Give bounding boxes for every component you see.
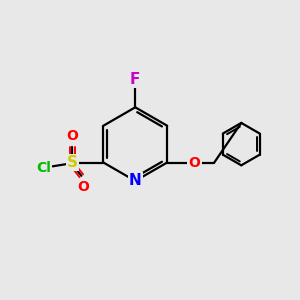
Text: O: O <box>189 155 200 170</box>
Text: Cl: Cl <box>36 161 51 175</box>
Text: S: S <box>67 155 78 170</box>
Text: N: N <box>129 173 142 188</box>
Text: O: O <box>77 180 89 194</box>
Text: F: F <box>130 72 140 87</box>
Text: O: O <box>67 129 78 143</box>
